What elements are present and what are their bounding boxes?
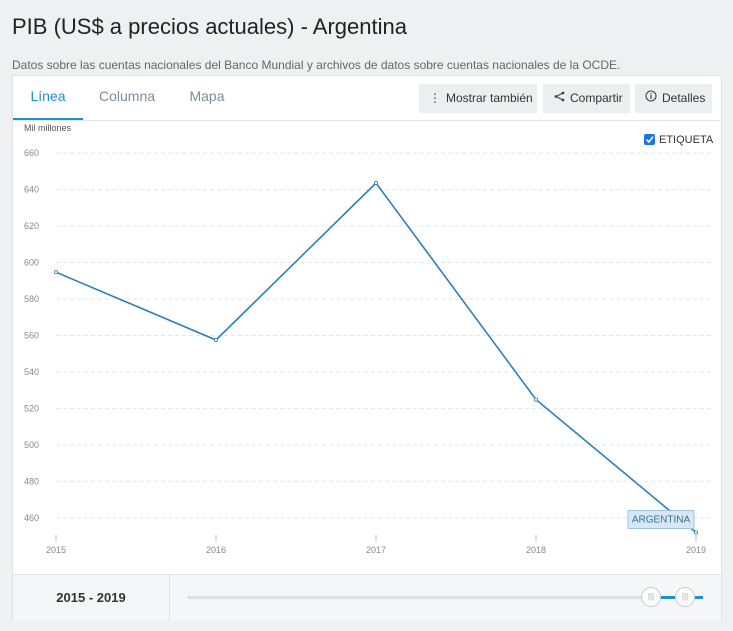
label-toggle-text: ETIQUETA: [659, 134, 714, 146]
chart-panel: Línea Columna Mapa ⋮ Mostrar también Comp…: [12, 75, 722, 621]
series-label-box: [627, 510, 695, 530]
year-range-label: 2015 - 2019: [13, 575, 170, 621]
label-toggle[interactable]: ETIQUETA: [644, 134, 714, 146]
slider-handle-end[interactable]: |||: [675, 587, 695, 607]
compartir-button[interactable]: Compartir: [543, 84, 630, 113]
detalles-button[interactable]: Detalles: [635, 84, 712, 113]
y-tick-label: 520: [24, 403, 39, 413]
slider-handle-start[interactable]: |||: [641, 587, 661, 607]
detalles-label: Detalles: [662, 91, 706, 105]
x-tick-label: 2018: [526, 545, 546, 555]
year-slider-track[interactable]: [187, 596, 703, 599]
info-icon: [645, 84, 657, 113]
y-tick-label: 480: [24, 476, 39, 486]
y-axis-unit: Mil millones: [24, 123, 72, 133]
label-checkbox[interactable]: [644, 134, 655, 145]
y-tick-label: 540: [24, 367, 39, 377]
x-axis-ticks: 2015 2016 2017 2018 2019: [46, 535, 706, 555]
data-point[interactable]: [373, 181, 378, 186]
y-tick-label: 560: [24, 330, 39, 340]
page-subtitle: Datos sobre las cuentas nacionales del B…: [12, 58, 621, 72]
series-line: [55, 181, 697, 534]
x-tick-label: 2016: [206, 545, 226, 555]
data-point[interactable]: [54, 270, 59, 275]
x-tick-label: 2019: [686, 545, 706, 555]
y-tick-label: 640: [24, 185, 39, 195]
y-tick-label: 580: [24, 294, 39, 304]
series-argentina: ARGENTINA: [54, 181, 699, 535]
page-title: PIB (US$ a precios actuales) - Argentina: [12, 14, 407, 39]
y-tick-label: 600: [24, 258, 39, 268]
tab-mapa[interactable]: Mapa: [189, 88, 225, 104]
tab-linea[interactable]: Línea: [13, 76, 83, 120]
mostrar-tambien-label: Mostrar también: [446, 91, 533, 105]
data-point[interactable]: [694, 530, 699, 535]
x-tick-label: 2017: [366, 545, 386, 555]
grid: [56, 152, 713, 519]
x-tick-label: 2015: [46, 545, 66, 555]
data-point[interactable]: [213, 337, 218, 342]
series-end-label: ARGENTINA: [627, 510, 695, 530]
y-tick-label: 660: [24, 148, 39, 158]
checkmark-icon: [645, 136, 654, 144]
vertical-dots-icon: ⋮: [429, 91, 441, 105]
tab-columna[interactable]: Columna: [98, 88, 156, 104]
range-bar: 2015 - 2019 ||| |||: [13, 574, 721, 621]
series-label-text: ARGENTINA: [632, 515, 691, 526]
data-point[interactable]: [534, 397, 539, 402]
y-axis-ticks: 460 480 500 520 540 560 580 600 620 640 660: [24, 148, 39, 523]
mostrar-tambien-button[interactable]: ⋮ Mostrar también: [419, 84, 537, 113]
compartir-label: Compartir: [570, 91, 623, 105]
y-tick-label: 500: [24, 440, 39, 450]
y-tick-label: 620: [24, 221, 39, 231]
line-chart: Mil millones 460 480 500 520 540 560 580 600 620…: [24, 123, 714, 555]
tab-bar: Línea Columna Mapa ⋮ Mostrar también Comp…: [13, 76, 721, 121]
y-tick-label: 460: [24, 513, 39, 523]
share-icon: [553, 84, 565, 113]
